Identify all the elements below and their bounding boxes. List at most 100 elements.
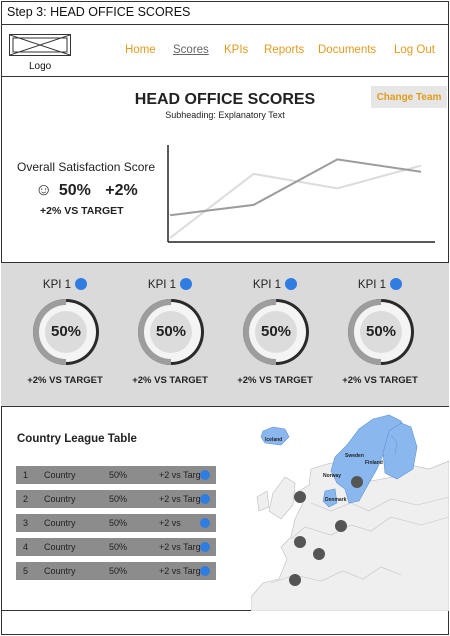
kpi-label: KPI 1 xyxy=(15,278,115,291)
map-label-norway: Norway xyxy=(323,473,341,479)
nav-documents[interactable]: Documents xyxy=(318,44,377,56)
table-row[interactable]: 2 Country 50% +2 vs Targe xyxy=(16,490,216,508)
europe-map[interactable]: Iceland Sweden Finland Norway Denmark xyxy=(251,407,449,611)
kpi-card[interactable]: KPI 1 50% +2% VS TARGET xyxy=(330,263,430,407)
satisfaction-delta: +2% xyxy=(105,182,138,199)
logo-label: Logo xyxy=(29,61,52,72)
change-team-button[interactable]: Change Team xyxy=(371,86,447,108)
kpi-info-dot-icon[interactable] xyxy=(285,278,298,290)
row-vs-target: +2 vs Targe xyxy=(159,494,206,504)
row-info-dot-icon[interactable] xyxy=(200,542,210,552)
kpi-value: 50% xyxy=(365,323,397,340)
chart-series-line-1 xyxy=(169,158,422,217)
kpi-label: KPI 1 xyxy=(225,278,325,291)
kpi-label-text: KPI 1 xyxy=(357,279,387,291)
kpi-info-dot-icon[interactable] xyxy=(180,278,193,290)
kpi-gauge xyxy=(33,299,99,365)
map-marker[interactable] xyxy=(289,574,301,586)
header: Logo Home Scores KPIs Reports Documents … xyxy=(1,25,449,77)
row-country: Country xyxy=(44,470,76,480)
kpi-gauge-fill xyxy=(348,299,414,365)
row-country: Country xyxy=(44,542,76,552)
row-rank: 2 xyxy=(23,494,29,504)
summary-section: HEAD OFFICE SCORES Subheading: Explanato… xyxy=(1,77,449,263)
nav-scores[interactable]: Scores xyxy=(173,44,209,56)
kpi-card[interactable]: KPI 1 50% +2% VS TARGET xyxy=(225,263,325,407)
page-title: HEAD OFFICE SCORES xyxy=(134,91,316,108)
page-subtitle: Subheading: Explanatory Text xyxy=(165,110,285,120)
satisfaction-target: +2% VS TARGET xyxy=(40,205,124,217)
map-label-sweden: Sweden xyxy=(345,453,364,459)
nav-reports[interactable]: Reports xyxy=(264,44,305,56)
row-info-dot-icon[interactable] xyxy=(200,470,210,480)
kpi-info-dot-icon[interactable] xyxy=(75,278,88,290)
row-vs-target: +2 vs xyxy=(159,518,181,528)
kpi-gauge xyxy=(138,299,204,365)
iceland-shape xyxy=(260,426,290,446)
nav-home[interactable]: Home xyxy=(125,44,156,56)
kpi-info-dot-icon[interactable] xyxy=(390,278,403,290)
finland-shape xyxy=(382,422,418,480)
row-rank: 3 xyxy=(23,518,29,528)
border-line xyxy=(310,496,449,512)
kpi-gauge-fill xyxy=(33,299,99,365)
map-marker[interactable] xyxy=(351,476,363,488)
kpi-target: +2% VS TARGET xyxy=(342,375,418,386)
row-rank: 5 xyxy=(23,566,29,576)
kpi-label: KPI 1 xyxy=(330,278,430,291)
map-label-denmark: Denmark xyxy=(325,497,347,503)
row-vs-target: +2 vs Targe xyxy=(159,542,206,552)
kpi-card[interactable]: KPI 1 50% +2% VS TARGET xyxy=(15,263,115,407)
kpi-gauge xyxy=(243,299,309,365)
map-marker[interactable] xyxy=(294,491,306,503)
map-label-finland: Finland xyxy=(365,460,383,466)
ireland-shape xyxy=(256,490,270,512)
border-line xyxy=(290,516,449,540)
kpi-gauge xyxy=(348,299,414,365)
kpi-label-text: KPI 1 xyxy=(42,279,72,291)
kpi-card[interactable]: KPI 1 50% +2% VS TARGET xyxy=(120,263,220,407)
kpi-label-text: KPI 1 xyxy=(147,279,177,291)
row-rank: 4 xyxy=(23,542,29,552)
row-vs-target: +2 vs Targe xyxy=(159,566,206,576)
row-country: Country xyxy=(44,494,76,504)
uk-shape xyxy=(268,476,296,520)
kpi-value: 50% xyxy=(50,323,82,340)
denmark-shape xyxy=(322,488,338,508)
row-info-dot-icon[interactable] xyxy=(200,566,210,576)
table-row[interactable]: 3 Country 50% +2 vs xyxy=(16,514,216,532)
kpi-target: +2% VS TARGET xyxy=(132,375,208,386)
row-score: 50% xyxy=(109,494,128,504)
kpi-label: KPI 1 xyxy=(120,278,220,291)
table-row[interactable]: 5 Country 50% +2 vs Targe xyxy=(16,562,216,580)
logo-placeholder[interactable] xyxy=(9,34,71,56)
step-bar: Step 3: HEAD OFFICE SCORES xyxy=(1,1,449,25)
smiley-icon: ☺ xyxy=(35,180,53,199)
league-section: Country League Table 1 Country 50% +2 vs Ta… xyxy=(1,407,449,611)
row-info-dot-icon[interactable] xyxy=(200,494,210,504)
border-line xyxy=(390,434,398,456)
league-title: Country League Table xyxy=(17,433,137,445)
row-vs-target: +2 vs Targe xyxy=(159,470,206,480)
satisfaction-label: Overall Satisfaction Score xyxy=(17,160,156,174)
map-marker[interactable] xyxy=(313,548,325,560)
map-marker[interactable] xyxy=(294,536,306,548)
satisfaction-values: ☺ 50% +2% xyxy=(35,180,138,200)
kpi-target: +2% VS TARGET xyxy=(237,375,313,386)
satisfaction-line-chart xyxy=(167,145,435,243)
map-marker[interactable] xyxy=(335,520,347,532)
kpi-value: 50% xyxy=(155,323,187,340)
nav-logout[interactable]: Log Out xyxy=(394,44,435,56)
row-score: 50% xyxy=(109,566,128,576)
row-info-dot-icon[interactable] xyxy=(200,518,210,528)
row-country: Country xyxy=(44,566,76,576)
row-score: 50% xyxy=(109,542,128,552)
row-rank: 1 xyxy=(23,470,29,480)
row-score: 50% xyxy=(109,518,128,528)
map-label-iceland: Iceland xyxy=(265,437,282,443)
step-title: Step 3: HEAD OFFICE SCORES xyxy=(7,5,191,19)
nav-kpis[interactable]: KPIs xyxy=(224,44,249,56)
table-row[interactable]: 4 Country 50% +2 vs Targe xyxy=(16,538,216,556)
table-row[interactable]: 1 Country 50% +2 vs Targe xyxy=(16,466,216,484)
satisfaction-score: 50% xyxy=(58,182,91,199)
